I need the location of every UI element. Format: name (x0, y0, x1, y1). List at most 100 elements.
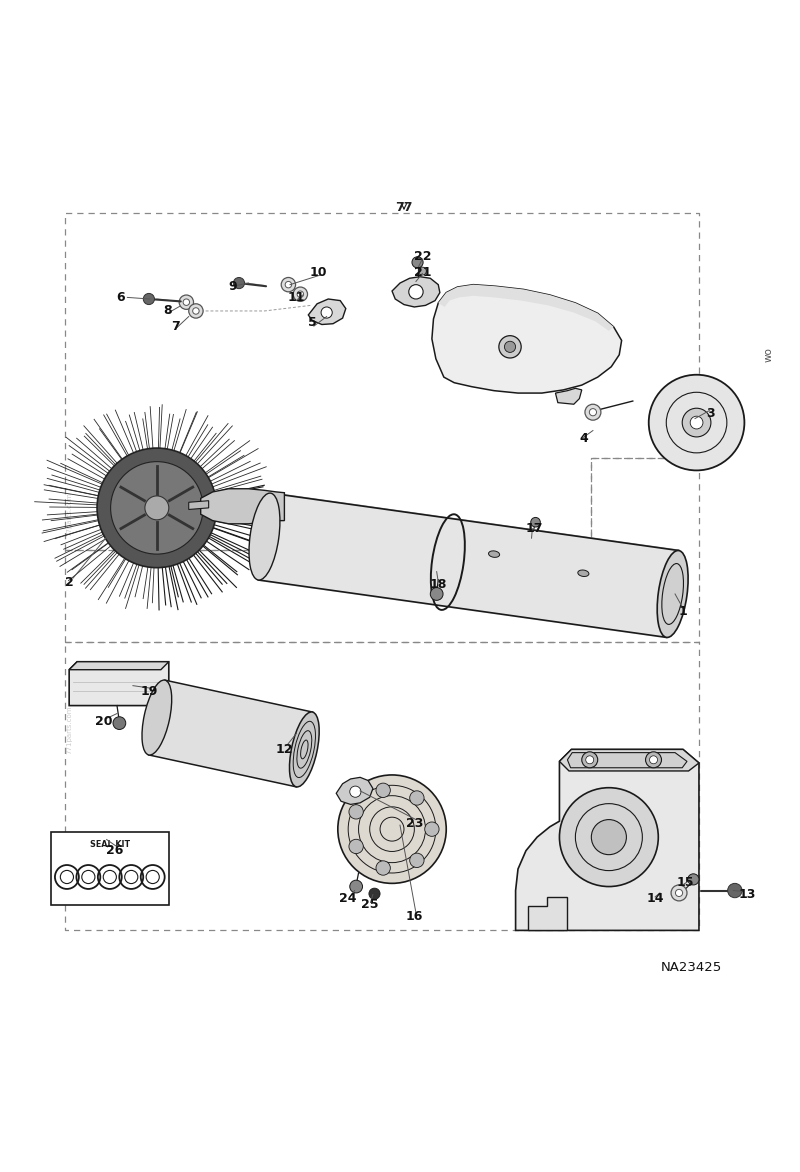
Circle shape (650, 756, 658, 764)
Circle shape (412, 257, 423, 268)
Circle shape (369, 888, 380, 899)
Ellipse shape (489, 551, 500, 558)
Polygon shape (392, 277, 440, 307)
Circle shape (321, 307, 332, 318)
Polygon shape (438, 285, 614, 331)
Circle shape (143, 293, 154, 305)
Text: 1: 1 (678, 605, 687, 618)
Text: 8: 8 (163, 304, 171, 316)
Circle shape (582, 751, 598, 768)
Circle shape (338, 775, 446, 884)
Text: NA23425: NA23425 (660, 961, 722, 974)
Polygon shape (258, 493, 678, 638)
Text: 6: 6 (117, 291, 126, 304)
Circle shape (179, 295, 194, 309)
Text: 10: 10 (310, 266, 327, 279)
Circle shape (193, 308, 199, 314)
Circle shape (728, 884, 742, 898)
Ellipse shape (249, 493, 280, 580)
Text: 5: 5 (308, 316, 317, 329)
Text: 14: 14 (646, 892, 664, 905)
Circle shape (97, 448, 217, 567)
Text: 7: 7 (171, 320, 179, 333)
Text: 11: 11 (288, 291, 305, 304)
Circle shape (649, 375, 744, 470)
Text: 17: 17 (525, 522, 542, 536)
Circle shape (350, 880, 362, 893)
Circle shape (690, 416, 703, 429)
Text: 23: 23 (406, 817, 423, 830)
Circle shape (409, 285, 423, 299)
Circle shape (376, 861, 390, 875)
Text: 77parts.com: 77parts.com (66, 492, 73, 537)
Text: 26: 26 (106, 844, 123, 857)
Circle shape (110, 462, 203, 554)
Polygon shape (149, 680, 313, 786)
Circle shape (282, 278, 295, 292)
Circle shape (646, 751, 662, 768)
Circle shape (590, 409, 597, 416)
Text: 4: 4 (579, 432, 588, 445)
Polygon shape (201, 489, 285, 524)
FancyBboxPatch shape (51, 832, 169, 905)
Text: 2: 2 (65, 575, 74, 588)
Text: 9: 9 (228, 280, 237, 293)
Circle shape (145, 496, 169, 520)
Circle shape (349, 839, 363, 853)
Polygon shape (515, 749, 699, 931)
Text: 771parts.com: 771parts.com (66, 706, 73, 754)
Text: wo: wo (763, 347, 774, 362)
Text: 3: 3 (706, 408, 715, 421)
Text: 20: 20 (94, 715, 112, 728)
Text: 21: 21 (414, 266, 431, 279)
Polygon shape (336, 777, 373, 804)
Circle shape (234, 278, 245, 288)
Polygon shape (189, 500, 209, 510)
Circle shape (559, 788, 658, 886)
Circle shape (297, 291, 303, 298)
Circle shape (349, 805, 363, 819)
Circle shape (285, 281, 292, 288)
Ellipse shape (290, 711, 319, 786)
Polygon shape (567, 752, 687, 768)
Circle shape (499, 335, 521, 357)
Circle shape (410, 791, 424, 805)
Circle shape (350, 786, 361, 797)
Text: 16: 16 (406, 911, 423, 924)
Text: 22: 22 (414, 251, 431, 264)
Circle shape (682, 408, 711, 437)
Text: 24: 24 (339, 892, 357, 905)
Circle shape (293, 287, 307, 301)
Polygon shape (69, 662, 169, 706)
Circle shape (418, 267, 426, 275)
Text: 13: 13 (738, 888, 755, 901)
Text: 15: 15 (677, 875, 694, 890)
Circle shape (113, 717, 126, 729)
Circle shape (675, 890, 682, 897)
Text: SEAL KIT: SEAL KIT (90, 839, 130, 849)
Circle shape (183, 299, 190, 306)
Text: 25: 25 (361, 899, 378, 912)
Circle shape (376, 783, 390, 797)
Ellipse shape (142, 680, 172, 755)
Text: 18: 18 (430, 578, 447, 591)
Circle shape (586, 756, 594, 764)
Polygon shape (527, 897, 567, 931)
Polygon shape (555, 388, 582, 404)
Polygon shape (308, 299, 346, 325)
Ellipse shape (578, 570, 589, 577)
Text: 12: 12 (276, 743, 293, 756)
Text: 19: 19 (140, 684, 158, 697)
Circle shape (425, 822, 439, 837)
Polygon shape (69, 662, 169, 669)
Polygon shape (559, 749, 699, 771)
Polygon shape (432, 285, 622, 393)
Circle shape (671, 885, 687, 901)
Circle shape (410, 853, 424, 867)
Ellipse shape (657, 551, 688, 638)
Circle shape (688, 874, 699, 885)
Circle shape (591, 819, 626, 854)
Circle shape (530, 518, 540, 527)
Circle shape (430, 587, 443, 600)
Text: 77: 77 (395, 200, 413, 213)
